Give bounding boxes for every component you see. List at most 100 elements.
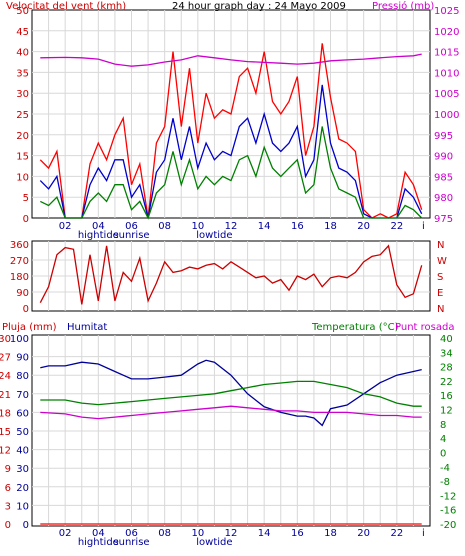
- x-tick-label: 08: [158, 221, 171, 232]
- x-tick-label: 20: [357, 528, 370, 539]
- rain-tick-label: 18: [0, 408, 11, 419]
- x-tick-label: 16: [291, 221, 304, 232]
- x-tick-label: 04: [92, 221, 105, 232]
- pressure-tick-label: 975: [434, 214, 453, 225]
- temperature-tick-label: -8: [440, 477, 450, 488]
- humidity-tick-label: 80: [16, 371, 29, 382]
- direction-grid: [32, 241, 430, 311]
- humidity-series-line: [40, 359, 422, 427]
- x-tick-label: 18: [324, 221, 337, 232]
- x-marker-label: lowtide: [196, 230, 232, 241]
- humidity-tick-label: 20: [16, 483, 29, 494]
- wind-axis-ticks: 0510152025303540455097598098599099510001…: [16, 6, 459, 241]
- pressure-tick-label: 995: [434, 131, 453, 142]
- compass-label: N: [437, 240, 444, 251]
- temperature-tick-label: 34: [440, 348, 453, 359]
- pressure-tick-label: 1020: [434, 27, 459, 38]
- dewpoint-axis-title: Punt rosada: [395, 322, 454, 333]
- humidity-axis-title: Humitat: [67, 322, 107, 333]
- temperature-tick-label: 0: [440, 448, 446, 459]
- wind-tick-label: 15: [16, 152, 29, 163]
- temperature-tick-label: -20: [440, 520, 456, 531]
- direction-tick-label: 90: [16, 288, 29, 299]
- wind-tick-label: 25: [16, 110, 29, 121]
- rain-tick-label: 27: [0, 353, 11, 364]
- x-marker-label: sunrise: [113, 230, 149, 241]
- rain-axis-title: Pluja (mm): [2, 322, 57, 333]
- x-tick-label: i: [422, 528, 425, 539]
- x-marker-label: sunrise: [113, 537, 149, 548]
- pressure-tick-label: 1010: [434, 68, 459, 79]
- pressure-tick-label: 1000: [434, 110, 459, 121]
- x-tick-label: 08: [158, 528, 171, 539]
- x-tick-label: 02: [59, 528, 72, 539]
- x-tick-label: i: [422, 221, 425, 232]
- x-tick-label: 22: [390, 221, 403, 232]
- humidity-tick-label: 90: [16, 353, 29, 364]
- x-tick-label: 14: [258, 221, 271, 232]
- direction-tick-label: 180: [10, 272, 29, 283]
- pressure-series-line: [40, 53, 422, 67]
- humidity-grid: [32, 335, 430, 526]
- rain-tick-label: 24: [0, 371, 11, 382]
- direction-tick-label: 0: [23, 304, 29, 315]
- rain-tick-label: 30: [0, 334, 11, 345]
- humidity-axis-ticks: 0369121518212427300102030405060708090100…: [0, 334, 456, 548]
- temperature-tick-label: 16: [440, 391, 453, 402]
- rain-humidity-temp-panel: 0369121518212427300102030405060708090100…: [0, 322, 456, 548]
- rain-tick-label: 3: [5, 501, 11, 512]
- x-marker-label: hightide: [78, 537, 119, 548]
- wind-tick-label: 20: [16, 131, 29, 142]
- x-marker-label: hightide: [78, 230, 119, 241]
- direction-tick-label: 360: [10, 240, 29, 251]
- compass-label: W: [437, 256, 447, 267]
- temperature-tick-label: 28: [440, 363, 453, 374]
- rain-tick-label: 9: [5, 464, 11, 475]
- direction-series-line: [39, 244, 423, 305]
- x-tick-label: 10: [191, 221, 204, 232]
- humidity-tick-label: 30: [16, 464, 29, 475]
- average-series-line: [39, 84, 423, 219]
- x-tick-label: 06: [125, 221, 138, 232]
- wind-tick-label: 5: [23, 193, 29, 204]
- x-tick-label: 20: [357, 221, 370, 232]
- wind-tick-label: 0: [23, 214, 29, 225]
- temperature-tick-label: -16: [440, 506, 456, 517]
- pressure-tick-label: 980: [434, 193, 453, 204]
- pressure-tick-label: 1025: [434, 6, 459, 17]
- wind-axis-title: Velocitat del vent (kmh): [6, 1, 126, 12]
- pressure-tick-label: 985: [434, 172, 453, 183]
- x-tick-label: 12: [225, 221, 238, 232]
- compass-label: E: [437, 288, 443, 299]
- wind-grid: [32, 10, 430, 218]
- compass-label: N: [437, 304, 444, 315]
- humidity-tick-label: 0: [23, 520, 29, 531]
- low-series-line: [40, 126, 423, 220]
- humidity-tick-label: 60: [16, 408, 29, 419]
- x-tick-label: 12: [225, 528, 238, 539]
- humidity-tick-label: 70: [16, 390, 29, 401]
- wind-tick-label: 50: [16, 6, 29, 17]
- humidity-tick-label: 10: [16, 501, 29, 512]
- wind-series: [39, 43, 423, 220]
- temperature-tick-label: 4: [440, 434, 446, 445]
- wind-tick-label: 40: [16, 48, 29, 59]
- temperature-tick-label: 22: [440, 377, 453, 388]
- humidity-series: [40, 359, 422, 525]
- gust-series-line: [39, 43, 423, 219]
- rain-tick-label: 21: [0, 390, 11, 401]
- wind-tick-label: 35: [16, 68, 29, 79]
- x-tick-label: 02: [59, 221, 72, 232]
- pressure-axis-title: Pressió (mb): [372, 0, 434, 12]
- x-tick-label: 18: [324, 528, 337, 539]
- temperature-tick-label: 8: [440, 420, 446, 431]
- humidity-tick-label: 40: [16, 446, 29, 457]
- pressure-tick-label: 1015: [434, 48, 459, 59]
- direction-series: [39, 244, 423, 305]
- wind-tick-label: 30: [16, 89, 29, 100]
- wind-tick-label: 10: [16, 172, 29, 183]
